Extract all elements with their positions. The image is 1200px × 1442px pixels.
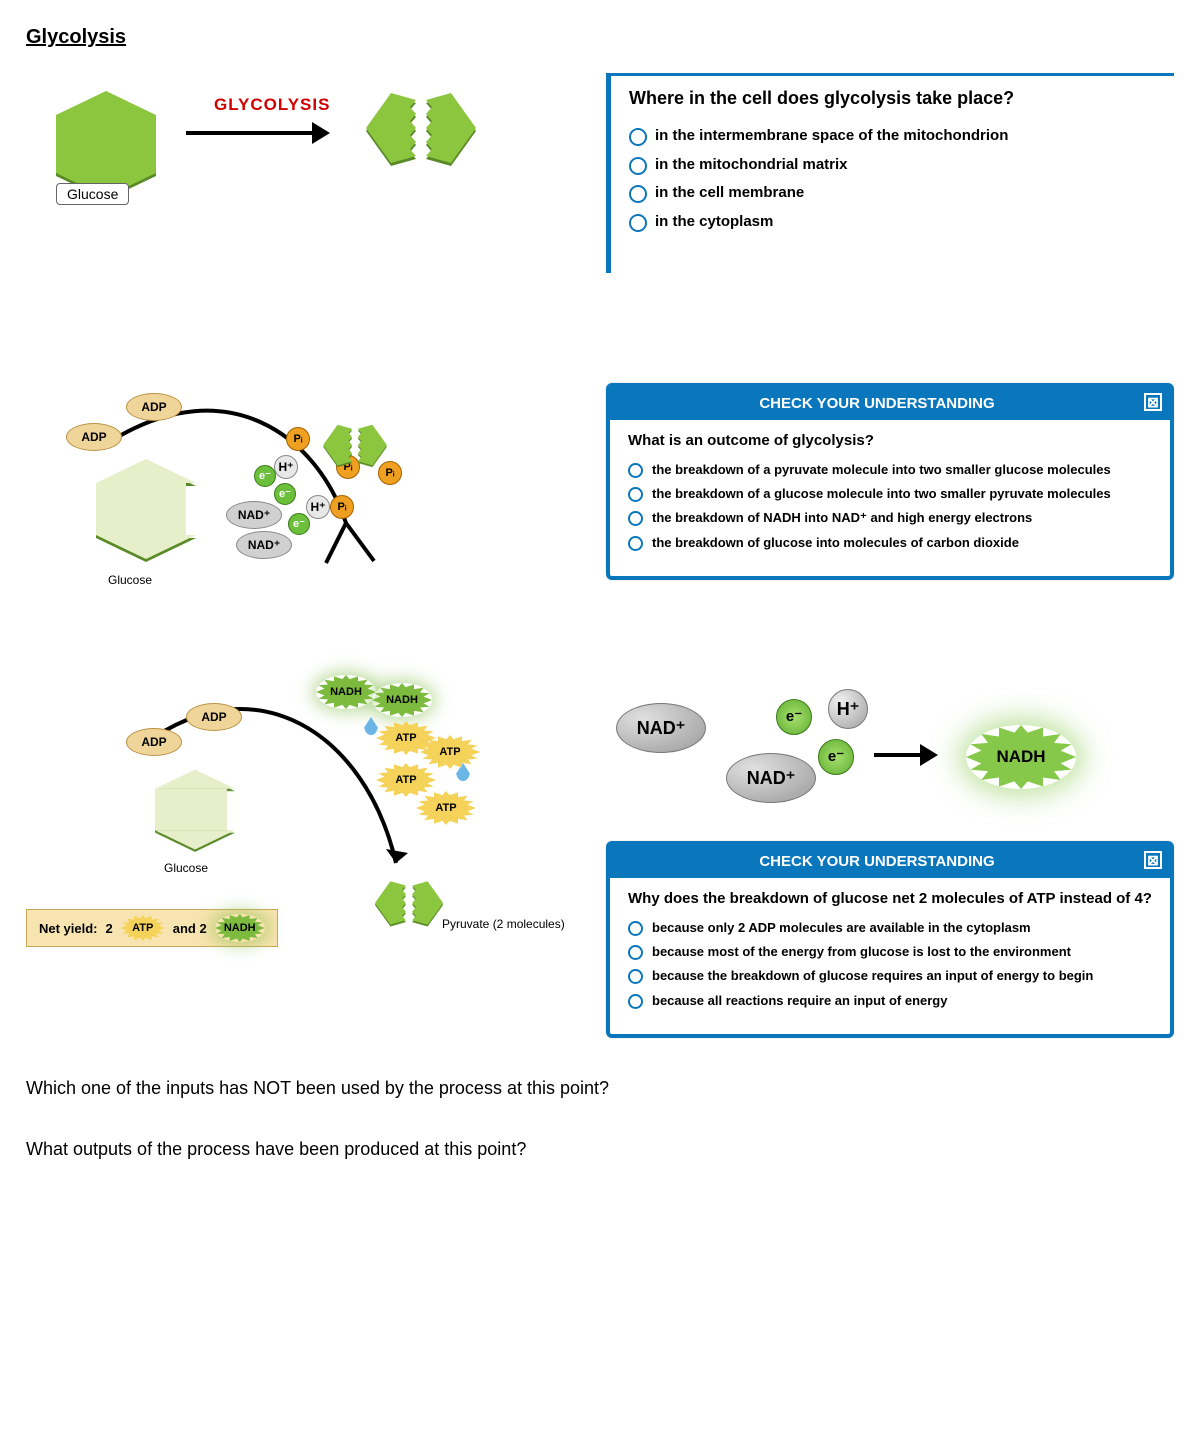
radio-option[interactable]: the breakdown of a glucose molecule into… (628, 485, 1152, 503)
check-banner-text: CHECK YOUR UNDERSTANDING (759, 853, 994, 870)
nadh-starburst-icon: NADH (372, 683, 432, 717)
adp-pill: ADP (66, 423, 122, 451)
check1-box: CHECK YOUR UNDERSTANDING ⊠ What is an ou… (606, 383, 1174, 580)
radio-option[interactable]: in the mitochondrial matrix (629, 154, 1156, 177)
radio-option[interactable]: the breakdown of a pyruvate molecule int… (628, 461, 1152, 479)
pi-icon: Pᵢ (330, 495, 354, 519)
radio-option[interactable]: because all reactions require an input o… (628, 992, 1152, 1010)
page-title: Glycolysis (26, 26, 1174, 49)
radio-option[interactable]: because only 2 ADP molecules are availab… (628, 919, 1152, 937)
free-question-2: What outputs of the process have been pr… (26, 1139, 1174, 1160)
adp-pill: ADP (186, 703, 242, 731)
check2-question: Why does the breakdown of glucose net 2 … (628, 890, 1152, 907)
adp-pill: ADP (126, 393, 182, 421)
question1-prompt: Where in the cell does glycolysis take p… (629, 88, 1156, 109)
atp-starburst-icon: ATP (121, 915, 165, 941)
electron-icon: e⁻ (288, 513, 310, 535)
pyruvate-halves-icon (323, 425, 387, 466)
glucose-label-3: Glucose (164, 861, 208, 875)
electron-big-icon: e⁻ (818, 739, 854, 775)
h-big-icon: H⁺ (828, 689, 868, 729)
close-icon[interactable]: ⊠ (1144, 851, 1162, 869)
nadh-formation-diagram: NAD⁺ NAD⁺ e⁻ e⁻ H⁺ NADH (606, 673, 1174, 823)
nad-big-pill: NAD⁺ (616, 703, 706, 753)
radio-option[interactable]: the breakdown of NADH into NAD⁺ and high… (628, 509, 1152, 527)
free-question-1: Which one of the inputs has NOT been use… (26, 1078, 1174, 1099)
pyruvate-label: Pyruvate (2 molecules) (442, 917, 565, 931)
check-banner: CHECK YOUR UNDERSTANDING ⊠ (610, 387, 1170, 420)
radio-option[interactable]: because the breakdown of glucose require… (628, 967, 1152, 985)
nad-big-pill: NAD⁺ (726, 753, 816, 803)
atp-starburst-icon: ATP (416, 791, 476, 825)
glucose-label: Glucose (56, 183, 129, 205)
panel1-diagram: Glucose GLYCOLYSIS (26, 73, 586, 233)
nadh-starburst-icon: NADH (215, 914, 265, 942)
pyruvate-halves-icon (375, 881, 443, 924)
radio-option[interactable]: in the cell membrane (629, 182, 1156, 205)
net-yield-prefix: Net yield: (39, 921, 98, 936)
h-icon: H⁺ (306, 495, 330, 519)
question1-box: Where in the cell does glycolysis take p… (606, 73, 1174, 273)
nadh-starburst-icon: NADH (316, 675, 376, 709)
check1-question: What is an outcome of glycolysis? (628, 432, 1152, 449)
nad-pill: NAD⁺ (236, 531, 292, 559)
electron-icon: e⁻ (254, 465, 276, 487)
radio-option[interactable]: in the intermembrane space of the mitoch… (629, 125, 1156, 148)
adp-pill: ADP (126, 728, 182, 756)
check1-options: the breakdown of a pyruvate molecule int… (628, 461, 1152, 552)
radio-option[interactable]: because most of the energy from glucose … (628, 943, 1152, 961)
glycolysis-arrow-icon (186, 131, 326, 135)
glucose-hexagon-icon (56, 115, 156, 173)
reaction-arrow-icon (874, 753, 934, 757)
pyruvate-halves-icon (366, 93, 476, 163)
radio-option[interactable]: the breakdown of glucose into molecules … (628, 534, 1152, 552)
glycolysis-arrow-label: GLYCOLYSIS (214, 95, 330, 115)
question1-options: in the intermembrane space of the mitoch… (629, 125, 1156, 233)
row-3: ADP ADP NADH NADH ATP ATP ATP ATP Glucos… (26, 673, 1174, 1038)
net-yield-count: 2 (106, 921, 113, 936)
glucose-label-2: Glucose (108, 573, 152, 587)
glucose-pale-hexagon-icon (155, 789, 227, 831)
radio-option[interactable]: in the cytoplasm (629, 211, 1156, 234)
check-banner: CHECK YOUR UNDERSTANDING ⊠ (610, 845, 1170, 878)
check2-box: CHECK YOUR UNDERSTANDING ⊠ Why does the … (606, 841, 1174, 1038)
check-banner-text: CHECK YOUR UNDERSTANDING (759, 395, 994, 412)
row-2: ADP ADP Glucose NAD⁺ NAD⁺ e⁻ e⁻ e⁻ H⁺ H⁺… (26, 383, 1174, 643)
nadh-big-starburst-icon: NADH (966, 725, 1076, 789)
glucose-pale-hexagon-icon (96, 483, 186, 535)
close-icon[interactable]: ⊠ (1144, 393, 1162, 411)
panel3-diagram: ADP ADP NADH NADH ATP ATP ATP ATP Glucos… (26, 673, 586, 973)
pi-icon: Pᵢ (286, 427, 310, 451)
row-1: Glucose GLYCOLYSIS Where in the cell doe… (26, 73, 1174, 273)
check2-options: because only 2 ADP molecules are availab… (628, 919, 1152, 1010)
electron-big-icon: e⁻ (776, 699, 812, 735)
h-icon: H⁺ (274, 455, 298, 479)
panel2-diagram: ADP ADP Glucose NAD⁺ NAD⁺ e⁻ e⁻ e⁻ H⁺ H⁺… (26, 383, 586, 643)
net-yield-and: and 2 (173, 921, 207, 936)
electron-icon: e⁻ (274, 483, 296, 505)
nad-pill: NAD⁺ (226, 501, 282, 529)
net-yield-badge: Net yield: 2 ATP and 2 NADH (26, 909, 278, 947)
